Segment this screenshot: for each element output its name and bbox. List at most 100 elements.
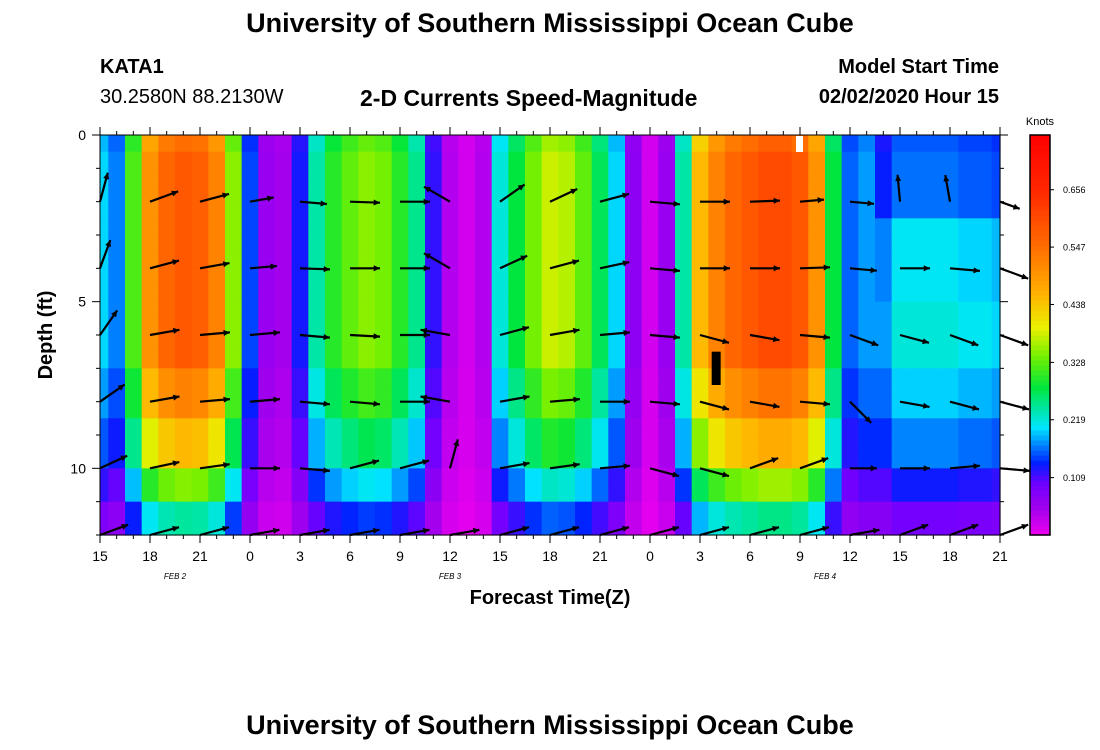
heatmap-cell [141,301,159,319]
heatmap-cell [841,268,859,286]
current-vector [799,197,824,204]
heatmap-cell [658,168,676,186]
heatmap-cell [108,401,126,419]
heatmap-cell [425,335,443,353]
current-vector [99,383,126,403]
heatmap-cell [341,468,359,486]
heatmap-cell [325,185,343,203]
current-vector [299,527,330,537]
heatmap-cell [991,468,1001,486]
heatmap-cell [891,251,909,269]
heatmap-cell [958,435,976,453]
heatmap-cell [725,301,743,319]
heatmap-cell [908,385,926,403]
heatmap-cell [608,385,626,403]
heatmap-cell [108,151,126,169]
heatmap-cell [558,401,576,419]
heatmap-cell [841,468,859,486]
heatmap-cell [608,401,626,419]
heatmap-cell [808,201,826,219]
colorbar-segment [1030,240,1050,246]
current-vector [549,462,580,470]
heatmap-cell [491,518,509,536]
heatmap-cell [641,251,659,269]
heatmap-cell [725,151,743,169]
heatmap-cell [191,185,209,203]
heatmap-cell [925,285,943,303]
heatmap-cell [308,418,326,436]
heatmap-cell [108,201,126,219]
heatmap-cell [975,318,993,336]
heatmap-cell [408,335,426,353]
heatmap-cell [258,135,276,153]
heatmap-cell [475,135,493,153]
current-vector [849,333,879,347]
heatmap-cell [741,285,759,303]
heatmap-cell [225,235,243,253]
heatmap-cell [491,335,509,353]
heatmap-cell [858,251,876,269]
heatmap-cell [241,285,259,303]
heatmap-cell [708,235,726,253]
heatmap-cell [341,201,359,219]
heatmap-cell [758,468,776,486]
heatmap-cell [408,385,426,403]
heatmap-cell [641,351,659,369]
heatmap-cell [125,435,143,453]
heatmap-cell [225,435,243,453]
current-vector [649,333,680,341]
heatmap-cell [508,401,526,419]
heatmap-cell [108,285,126,303]
heatmap-cell [191,168,209,186]
heatmap-cell [558,201,576,219]
heatmap-cell [541,418,559,436]
heatmap-cell [691,335,709,353]
heatmap-cell [208,468,226,486]
heatmap-cell [841,451,859,469]
heatmap-cell [675,285,693,303]
heatmap-cell [875,218,893,236]
heatmap-cell [675,468,693,486]
heatmap-cell [941,335,959,353]
heatmap-cell [191,485,209,503]
heatmap-cell [725,235,743,253]
heatmap-cell [575,468,593,486]
heatmap-cell [358,235,376,253]
heatmap-cell [125,485,143,503]
heatmap-cell [975,301,993,319]
heatmap-cell [858,318,876,336]
heatmap-cell [491,285,509,303]
heatmap-cell [591,368,609,386]
heatmap-cell [591,435,609,453]
colorbar-segment [1030,150,1050,156]
heatmap-cell [875,285,893,303]
heatmap-cell [275,351,293,369]
heatmap-cell [458,235,476,253]
heatmap-cell [291,201,309,219]
heatmap-cell [275,151,293,169]
heatmap-cell [541,501,559,519]
heatmap-cell [325,518,343,536]
x-tick-label: 9 [396,548,404,564]
current-vector [949,400,980,411]
colorbar-segment [1030,490,1050,496]
heatmap-cell [908,135,926,153]
heatmap-cell [841,235,859,253]
heatmap-cell [741,301,759,319]
heatmap-cell [908,218,926,236]
heatmap-cell [891,335,909,353]
colorbar-tick-label: 0.328 [1063,358,1086,368]
heatmap-cell [325,268,343,286]
heatmap-cell [625,418,643,436]
heatmap-cell [100,151,109,169]
heatmap-cell [691,301,709,319]
heatmap-cell [525,418,543,436]
heatmap-cell [208,385,226,403]
heatmap-cell [825,218,843,236]
heatmap-cell [941,385,959,403]
heatmap-cell [358,435,376,453]
heatmap-cell [741,501,759,519]
heatmap-cell [525,385,543,403]
heatmap-cell [591,301,609,319]
heatmap-cell [625,301,643,319]
